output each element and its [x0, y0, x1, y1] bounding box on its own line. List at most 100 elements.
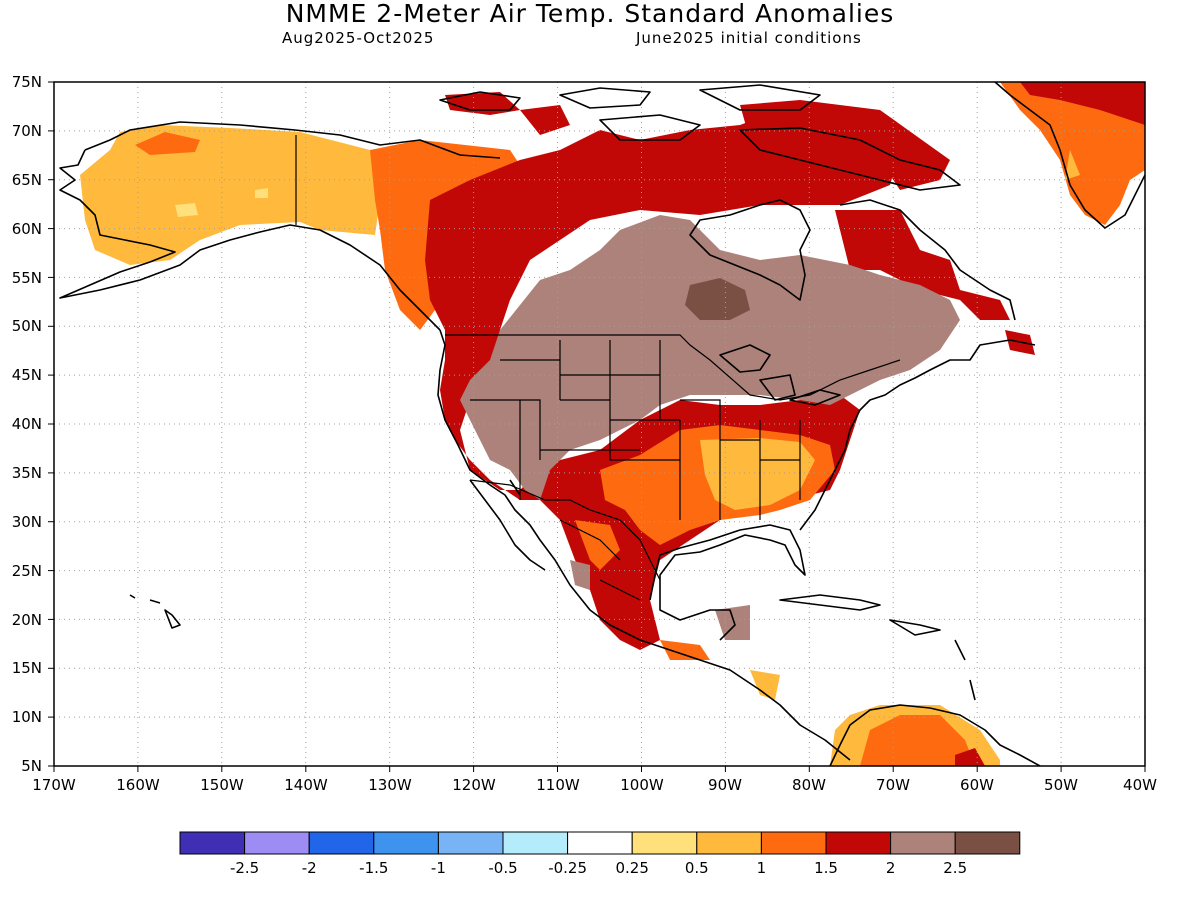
labrador-coast	[839, 199, 1016, 321]
lat-label: 60N	[12, 220, 42, 238]
map-title: NMME 2-Meter Air Temp. Standard Anomalie…	[285, 0, 895, 28]
centam-very-hot	[715, 605, 750, 640]
colorbar-label: 2.5	[943, 859, 967, 877]
alaska-anomaly-fill	[80, 125, 380, 265]
quebec-hot	[835, 210, 1010, 320]
mexico-state-lines	[559, 519, 641, 601]
lat-label: 50N	[12, 317, 42, 335]
lat-label: 30N	[12, 513, 42, 531]
lat-label: 45N	[12, 366, 42, 384]
colorbar-swatch	[954, 831, 1021, 855]
initial-conditions-label: June2025 initial conditions	[636, 29, 862, 47]
hawaii-islands	[129, 594, 181, 629]
colorbar-label: 1	[757, 859, 767, 877]
colorbar-swatch	[567, 831, 633, 855]
alaska-spot-2	[175, 203, 198, 217]
latitude-labels: 75N 70N 65N 60N 55N 50N 45N 40N 35N 30N …	[12, 73, 42, 775]
coastlines	[59, 82, 1145, 766]
colorbar-label: 1.5	[814, 859, 838, 877]
arctic-hot-1	[445, 92, 520, 115]
colorbar-swatch	[502, 831, 569, 855]
lon-label: 50W	[1044, 776, 1078, 794]
lat-label: 65N	[12, 171, 42, 189]
lat-label: 55N	[12, 269, 42, 287]
hudson-bay-coast	[689, 199, 811, 301]
mexico-very-hot	[570, 560, 590, 590]
lon-label: 70W	[876, 776, 910, 794]
us-state-lines	[470, 340, 801, 520]
lon-label: 140W	[284, 776, 328, 794]
lat-label: 20N	[12, 611, 42, 629]
greenland-warm-fill	[1000, 82, 1145, 225]
lat-label: 35N	[12, 464, 42, 482]
colorbar-swatch	[437, 831, 504, 855]
lat-label: 70N	[12, 122, 42, 140]
southam-hot-fill	[860, 715, 975, 766]
lon-label: 150W	[200, 776, 244, 794]
colorbar-label: -2	[302, 859, 317, 877]
colorbar-swatch	[373, 831, 439, 855]
colorbar-swatch	[890, 831, 956, 855]
gulf-coast	[649, 524, 806, 641]
colorbar-swatch	[308, 831, 375, 855]
alaska-spot-3	[255, 188, 268, 198]
colorbar-label: -1	[431, 859, 446, 877]
tick-marks	[48, 81, 1146, 772]
great-lakes	[719, 344, 841, 406]
lon-label: 170W	[32, 776, 76, 794]
greenland-coast	[994, 82, 1145, 229]
caribbean-islands	[779, 594, 976, 701]
colorbar-swatch	[825, 831, 892, 855]
colorbar-label: -2.5	[230, 859, 259, 877]
lat-label: 25N	[12, 562, 42, 580]
colorbar-labels: -2.5 -2 -1.5 -1 -0.5 -0.25 0.25 0.5 1 1.…	[230, 859, 967, 877]
colorbar-swatch	[179, 831, 246, 855]
colorbar-label: 2	[886, 859, 896, 877]
longitude-labels: 170W 160W 150W 140W 130W 120W 110W 100W …	[32, 776, 1157, 794]
alaska-coastline	[59, 121, 501, 331]
southeast-warm-fill	[700, 438, 815, 510]
lon-label: 130W	[368, 776, 412, 794]
east-coast	[799, 339, 1036, 531]
us-canada-border	[445, 334, 901, 401]
lon-label: 60W	[960, 776, 994, 794]
yucatan-warm-fill	[660, 640, 710, 660]
colorbar	[179, 831, 1021, 855]
valid-period-label: Aug2025-Oct2025	[282, 29, 435, 47]
alaska-spot-1	[135, 132, 200, 155]
colorbar-label: 0.25	[615, 859, 648, 877]
lon-label: 160W	[116, 776, 160, 794]
us-mexico-border	[469, 479, 661, 581]
lon-label: 90W	[708, 776, 742, 794]
lon-label: 120W	[452, 776, 496, 794]
lon-label: 110W	[536, 776, 580, 794]
centam-warm-fill	[750, 670, 780, 700]
lon-label: 40W	[1123, 776, 1157, 794]
west-coast	[437, 329, 851, 761]
colorbar-label: -1.5	[359, 859, 388, 877]
colorbar-swatch	[760, 831, 827, 855]
colorbar-swatch	[244, 831, 310, 855]
south-america-coast	[829, 704, 1041, 766]
canada-hot-fill	[425, 105, 900, 650]
lon-label: 80W	[792, 776, 826, 794]
lon-label: 100W	[620, 776, 664, 794]
lat-label: 75N	[12, 73, 42, 91]
colorbar-swatch	[696, 831, 762, 855]
arctic-hot-3	[740, 100, 950, 190]
greenland-mild-fill	[1065, 150, 1080, 180]
colorbar-swatch	[631, 831, 698, 855]
lat-label: 5N	[21, 757, 42, 775]
colorbar-label: 0.5	[685, 859, 709, 877]
greenland-hot-fill	[1020, 82, 1145, 125]
lat-label: 40N	[12, 415, 42, 433]
lat-label: 15N	[12, 659, 42, 677]
borders	[295, 135, 901, 601]
lat-label: 10N	[12, 708, 42, 726]
interior-very-hot-fill	[460, 215, 960, 500]
arctic-islands	[439, 84, 961, 191]
anomaly-shading	[80, 82, 1145, 766]
colorbar-label: -0.25	[548, 859, 587, 877]
hudson-core-fill	[685, 278, 750, 320]
